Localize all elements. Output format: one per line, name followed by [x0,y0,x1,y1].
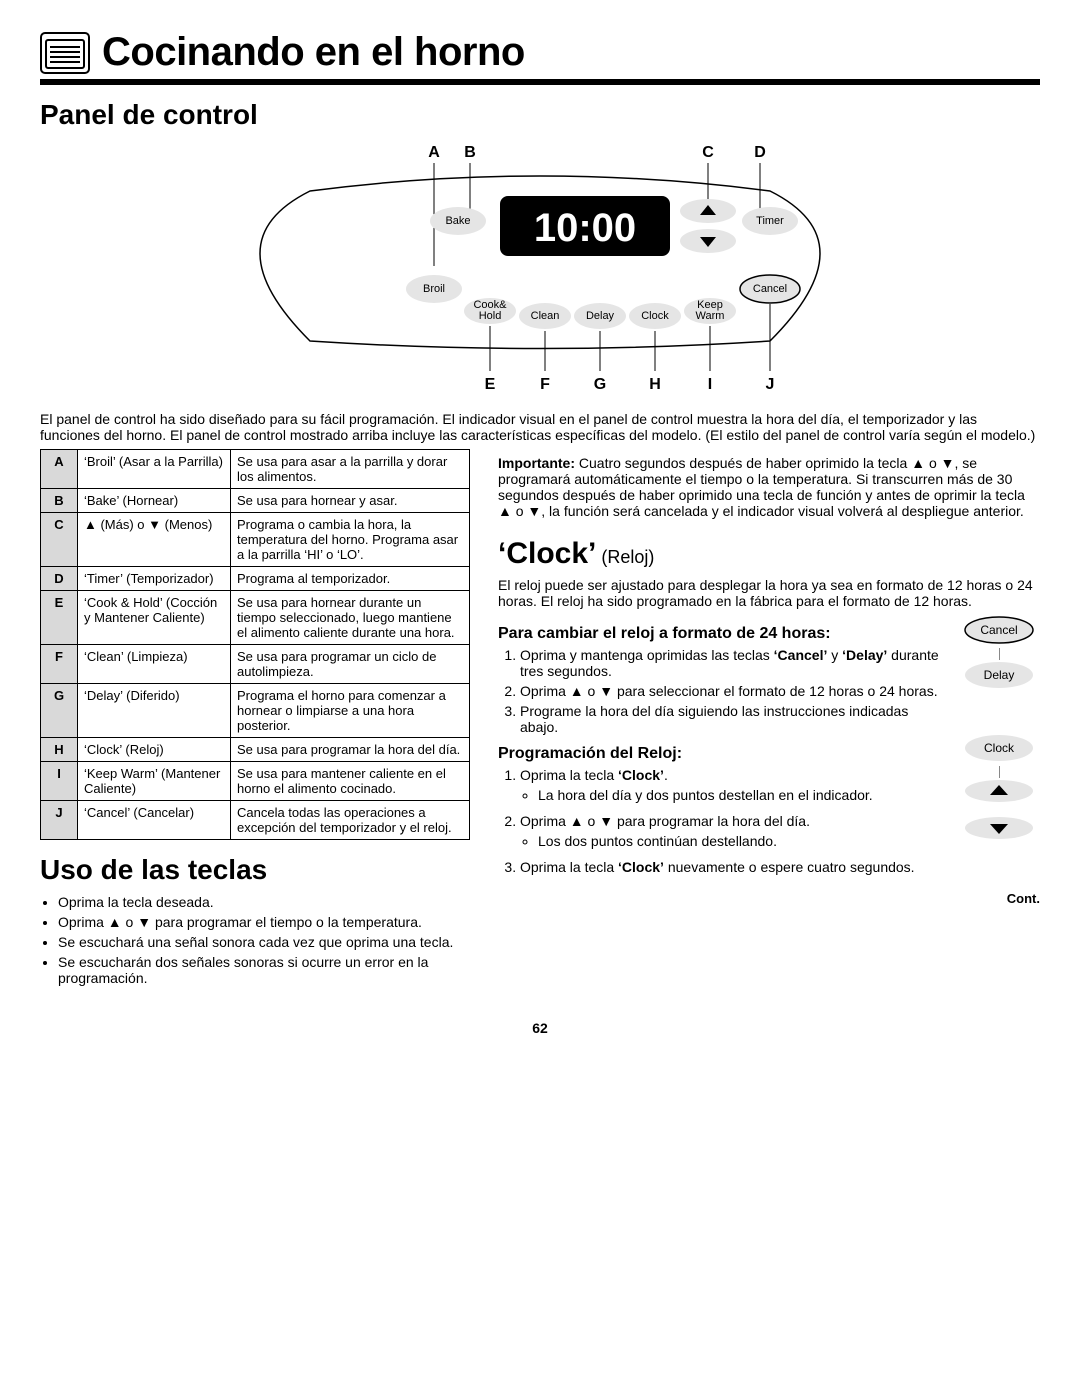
table-row: H‘Clock’ (Reloj)Se usa para programar la… [41,738,470,762]
cont-label: Cont. [498,891,1040,906]
uso-title: Uso de las teclas [40,854,470,886]
table-row: J‘Cancel’ (Cancelar)Cancela todas las op… [41,801,470,840]
annot-h: H [649,376,661,393]
clock-title: ‘Clock’ [498,537,596,570]
list-item: Oprima la tecla deseada. [58,894,470,910]
broil-button-label: Broil [423,283,445,295]
main-title: Cocinando en el horno [102,30,525,75]
side-delay-button: Delay [960,660,1038,690]
panel-section-title: Panel de control [40,99,1040,131]
h24-title: Para cambiar el reloj a formato de 24 ho… [498,625,950,643]
timer-button-label: Timer [756,215,784,227]
table-row: G‘Delay’ (Diferido)Programa el horno par… [41,684,470,738]
table-row: I‘Keep Warm’ (Mantener Caliente)Se usa p… [41,762,470,801]
list-item: Se escucharán dos señales sonoras si ocu… [58,954,470,986]
importante-label: Importante: [498,455,575,471]
clock-sub: (Reloj) [596,547,654,567]
svg-text:Warm: Warm [696,310,725,322]
svg-text:Clock: Clock [984,741,1015,755]
list-item: Se escuchará una señal sonora cada vez q… [58,934,470,950]
prog-title: Programación del Reloj: [498,745,950,763]
display-time: 10:00 [534,206,636,250]
uso-list: Oprima la tecla deseada. Oprima ▲ o ▼ par… [40,894,470,986]
table-row: F‘Clean’ (Limpieza)Se usa para programar… [41,645,470,684]
svg-text:Cancel: Cancel [980,623,1017,637]
prog-steps: Oprima la tecla ‘Clock’. La hora del día… [498,767,950,875]
oven-icon [40,32,90,74]
bake-button-label: Bake [445,215,470,227]
side-button-column: Cancel Delay Clock [960,615,1040,844]
table-row: E‘Cook & Hold’ (Cocción y Mantener Calie… [41,591,470,645]
annot-i: I [708,376,712,393]
table-row: A‘Broil’ (Asar a la Parrilla)Se usa para… [41,450,470,489]
clock-para: El reloj puede ser ajustado para despleg… [498,577,1040,609]
annot-g: G [594,376,606,393]
page-header: Cocinando en el horno [40,30,1040,85]
table-row: D‘Timer’ (Temporizador)Programa al tempo… [41,567,470,591]
control-panel-diagram: A B C D Bake Broil 10:00 Timer Cancel Co… [40,141,1040,401]
svg-text:Delay: Delay [984,668,1015,682]
panel-paragraph: El panel de control ha sido diseñado par… [40,411,1040,443]
side-up-button [960,778,1038,804]
importante-block: Importante: Cuatro segundos después de h… [498,455,1040,519]
importante-text: Cuatro segundos después de haber oprimid… [498,455,1025,519]
cancel-button-label: Cancel [753,283,787,295]
page-number: 62 [40,1020,1040,1036]
table-row: B‘Bake’ (Hornear)Se usa para hornear y a… [41,489,470,513]
table-row: C▲ (Más) o ▼ (Menos)Programa o cambia la… [41,513,470,567]
annot-d: D [754,144,766,161]
side-cancel-button: Cancel [960,615,1038,645]
annot-e: E [485,376,496,393]
svg-text:Hold: Hold [479,310,502,322]
svg-text:Clean: Clean [531,310,560,322]
annot-c: C [702,144,714,161]
list-item: Oprima ▲ o ▼ para programar el tiempo o … [58,914,470,930]
annot-j: J [766,376,775,393]
svg-text:Clock: Clock [641,310,669,322]
svg-text:Delay: Delay [586,310,615,322]
side-clock-button: Clock [960,733,1038,763]
side-down-button [960,815,1038,841]
h24-steps: Oprima y mantenga oprimidas las teclas ‘… [498,647,950,735]
annot-f: F [540,376,550,393]
annot-b: B [464,144,476,161]
function-table: A‘Broil’ (Asar a la Parrilla)Se usa para… [40,449,470,840]
annot-a: A [428,144,440,161]
